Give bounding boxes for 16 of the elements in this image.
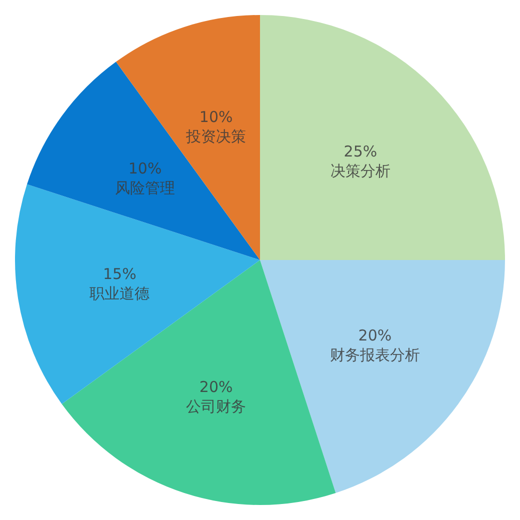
data-label: 20% xyxy=(199,378,233,396)
data-label: 20% xyxy=(358,326,392,345)
data-label: 15% xyxy=(102,265,136,284)
pie-slice xyxy=(26,62,260,260)
slice-label: 投资决策 xyxy=(185,127,246,146)
pie-slice xyxy=(260,15,505,260)
data-label: 10% xyxy=(128,159,162,178)
pie-slice xyxy=(260,260,505,494)
slice-label: 决策分析 xyxy=(330,162,390,180)
slice-label: 风险管理 xyxy=(115,178,176,197)
slice-label: 公司财务 xyxy=(186,398,246,416)
pie-slice xyxy=(116,15,260,260)
data-label: 25% xyxy=(344,142,378,161)
data-label: 10% xyxy=(199,108,233,126)
slice-label: 财务报表分析 xyxy=(330,346,420,364)
slice-label: 职业道德 xyxy=(90,284,150,303)
